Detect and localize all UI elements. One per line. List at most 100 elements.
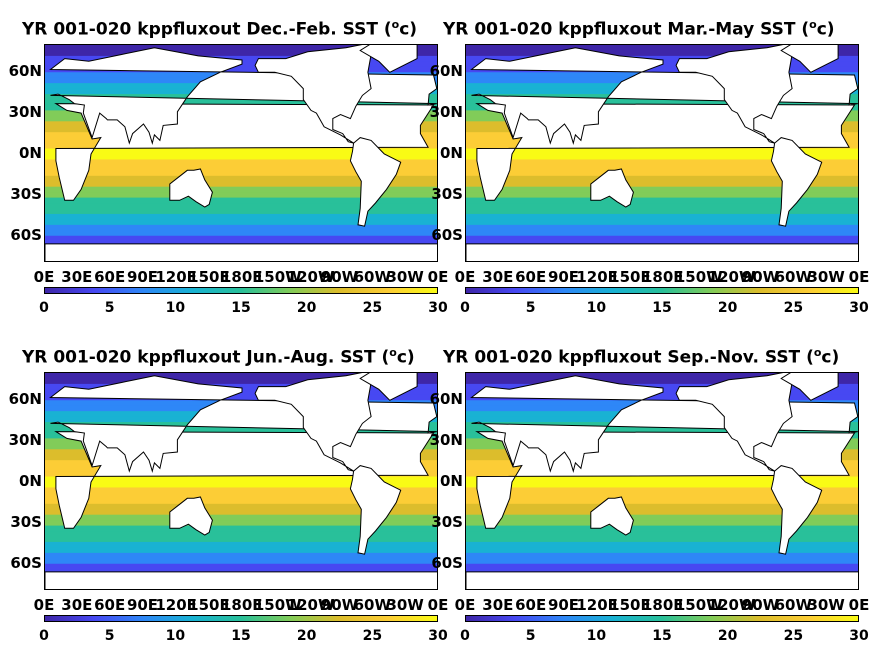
lat-tick-label: 0N (19, 472, 42, 490)
lon-tick-label: 0E (33, 268, 55, 286)
lon-tick-label: 150E (609, 268, 651, 286)
lon-tick-label: 90E (126, 268, 159, 286)
panel-title: YR 001-020 kppfluxout Dec.-Feb. SST (oc) (22, 18, 418, 40)
lon-tick-label: 180E (642, 596, 684, 614)
land-antarctica (45, 571, 437, 589)
lon-tick-label: 60W (353, 268, 392, 286)
lon-tick-label: 30E (61, 596, 93, 614)
colorbar-tick-label: 10 (165, 300, 186, 316)
land-eurasia (470, 47, 858, 145)
lon-tick-label: 90W (741, 596, 780, 614)
colorbar-tick-label: 10 (586, 300, 607, 316)
sst-map (465, 372, 859, 590)
lon-tick-label: 150W (674, 596, 723, 614)
colorbar-tick-label: 0 (460, 628, 470, 644)
lat-tick-label: 30S (10, 512, 42, 531)
land-antarctica (466, 243, 858, 261)
lon-tick-label: 150W (253, 268, 302, 286)
lon-tick-label: 120W (286, 268, 335, 286)
land-namerica (675, 373, 795, 472)
colorbar (44, 615, 438, 622)
lat-tick-label: 60N (429, 390, 463, 409)
lon-tick-label: 30W (807, 596, 845, 614)
lon-tick-label: 90E (126, 596, 159, 614)
land-australia (590, 496, 634, 536)
lon-tick-label: 30E (61, 268, 93, 286)
lat-tick-label: 30S (431, 512, 463, 531)
lon-tick-label: 150W (674, 268, 723, 286)
colorbar-tick-label: 0 (39, 300, 49, 316)
land-australia (169, 496, 213, 536)
land-greenland (780, 373, 839, 401)
colorbar-tick-label: 30 (428, 300, 448, 316)
lat-tick-label: 30N (8, 103, 42, 122)
land-namerica (254, 373, 374, 472)
lon-tick-label: 0E (33, 596, 55, 614)
lat-tick-label: 30S (431, 184, 463, 203)
lon-tick-label: 120E (155, 596, 197, 614)
land-eurasia (470, 375, 858, 473)
colorbar-tick-label: 5 (525, 628, 536, 644)
lat-tick-label: 60N (8, 390, 42, 409)
lon-tick-label: 180E (221, 268, 263, 286)
lon-tick-label: 150W (253, 596, 302, 614)
lat-tick-label: 0N (19, 144, 42, 162)
land-greenland (359, 45, 418, 73)
lat-tick-label: 60S (431, 225, 463, 244)
colorbar-tick-label: 20 (296, 300, 317, 316)
lon-tick-label: 90W (320, 596, 359, 614)
lon-tick-label: 0E (427, 596, 449, 614)
colorbar (44, 287, 438, 294)
land-eurasia (49, 375, 437, 473)
colorbar-tick-label: 30 (849, 628, 869, 644)
lat-tick-label: 0N (440, 472, 463, 490)
lon-tick-label: 180E (221, 596, 263, 614)
colorbar-tick-label: 25 (783, 300, 804, 316)
sst-map (44, 44, 438, 262)
land-samerica (349, 465, 402, 555)
colorbar-tick-label: 5 (525, 300, 536, 316)
colorbar-tick-label: 20 (717, 300, 738, 316)
panel-title: YR 001-020 kppfluxout Mar.-May SST (oc) (443, 18, 835, 40)
lon-tick-label: 90E (547, 596, 580, 614)
lon-tick-label: 60W (353, 596, 392, 614)
lat-tick-label: 30N (8, 431, 42, 450)
land-samerica (349, 137, 402, 227)
colorbar-tick-label: 25 (362, 628, 383, 644)
lon-tick-label: 30E (482, 596, 514, 614)
land-australia (590, 168, 634, 208)
sst-map (44, 372, 438, 590)
lon-tick-label: 150E (188, 268, 230, 286)
colorbar-tick-label: 20 (717, 628, 738, 644)
land-greenland (780, 45, 839, 73)
lon-tick-label: 30W (807, 268, 845, 286)
lat-tick-label: 30N (429, 431, 463, 450)
land-antarctica (466, 571, 858, 589)
lon-tick-label: 120E (155, 268, 197, 286)
lon-tick-label: 30E (482, 268, 514, 286)
colorbar-tick-label: 15 (231, 628, 251, 644)
land-greenland (359, 373, 418, 401)
lat-tick-label: 30N (429, 103, 463, 122)
land-namerica (254, 45, 374, 144)
lon-tick-label: 30W (386, 268, 424, 286)
colorbar-tick-label: 30 (849, 300, 869, 316)
lon-tick-label: 60E (515, 596, 547, 614)
lon-tick-label: 0E (848, 596, 870, 614)
lon-tick-label: 150E (188, 596, 230, 614)
lon-tick-label: 60W (774, 596, 813, 614)
colorbar-tick-label: 5 (104, 628, 115, 644)
lon-tick-label: 120W (286, 596, 335, 614)
lon-tick-label: 150E (609, 596, 651, 614)
colorbar-tick-label: 10 (586, 628, 607, 644)
lat-tick-label: 60S (10, 225, 42, 244)
lat-tick-label: 30S (10, 184, 42, 203)
lon-tick-label: 120W (707, 268, 756, 286)
colorbar-tick-label: 15 (231, 300, 251, 316)
colorbar-tick-label: 5 (104, 300, 115, 316)
lon-tick-label: 0E (427, 268, 449, 286)
lon-tick-label: 60E (94, 268, 126, 286)
colorbar-tick-label: 20 (296, 628, 317, 644)
land-antarctica (45, 243, 437, 261)
panel-title: YR 001-020 kppfluxout Sep.-Nov. SST (oc) (443, 346, 840, 368)
